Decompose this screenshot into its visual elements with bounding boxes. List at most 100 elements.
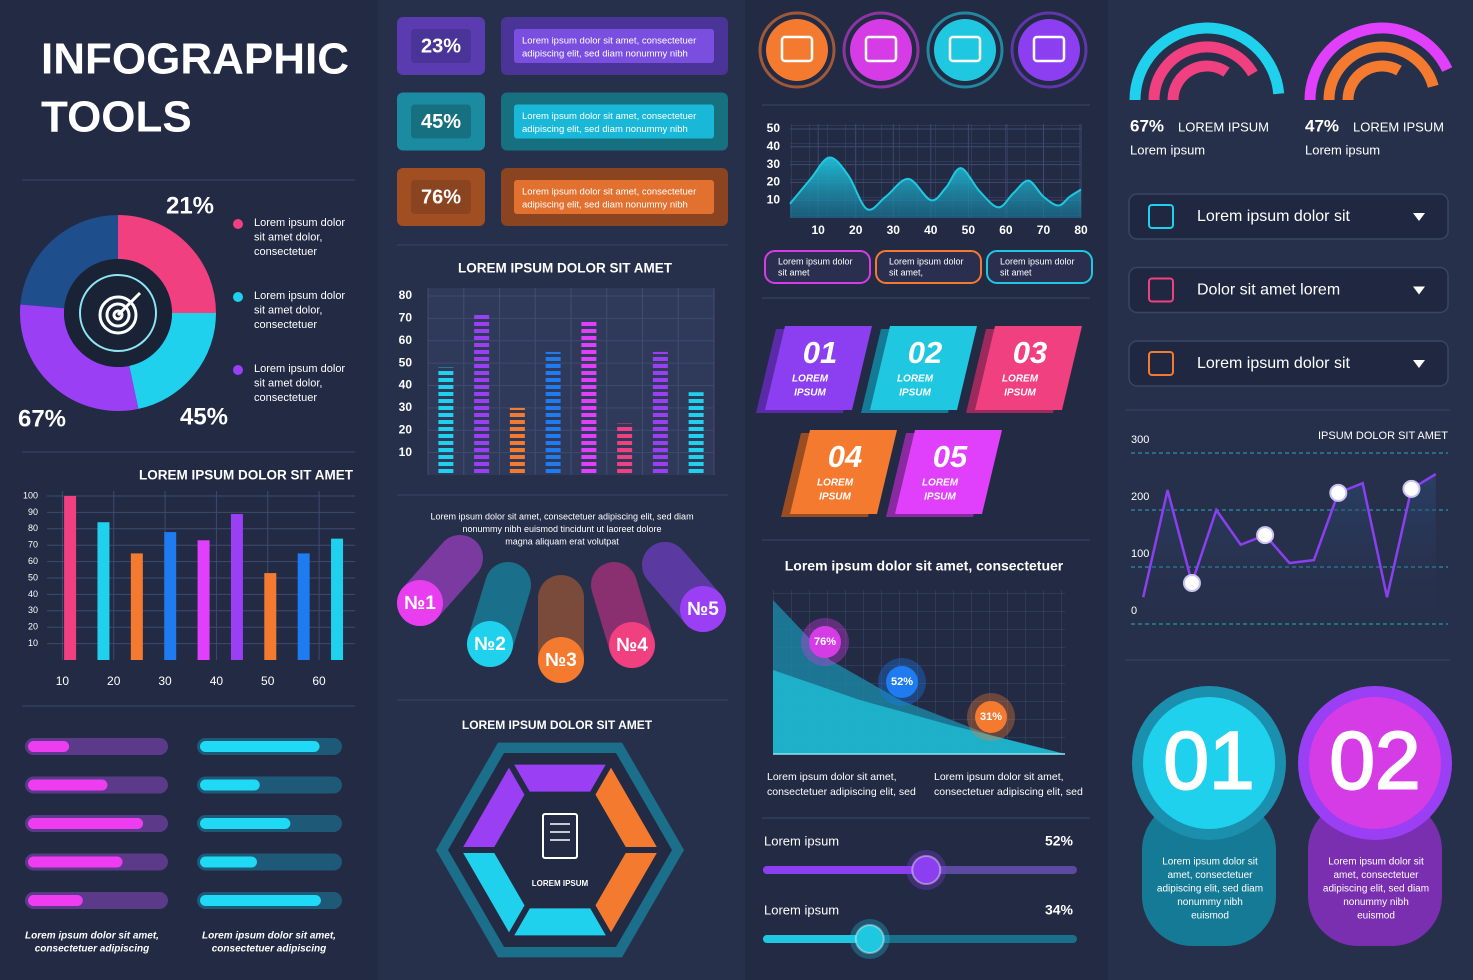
pill-head xyxy=(538,637,584,683)
tile-label: LOREM xyxy=(897,374,934,385)
stat-value: 76% xyxy=(421,186,461,208)
dropdown-icon xyxy=(1148,204,1174,229)
bubble-label: 76% xyxy=(814,636,836,648)
marker xyxy=(1182,573,1201,592)
tag xyxy=(875,250,982,284)
dropdown[interactable] xyxy=(1128,193,1449,240)
dropdown[interactable] xyxy=(1128,340,1449,387)
slider-label: Lorem ipsum xyxy=(764,833,839,848)
dropdown[interactable] xyxy=(1128,266,1449,314)
y-tick-label: 40 xyxy=(28,589,38,599)
progress-fill xyxy=(28,741,70,752)
section-title: LOREM IPSUM DOLOR SIT AMET xyxy=(462,718,653,732)
stat-value: 45% xyxy=(421,111,461,133)
y-tick-label: 50 xyxy=(399,355,413,369)
tag-text: sit amet xyxy=(1000,267,1032,277)
gauge-value: 47% xyxy=(1305,116,1339,135)
big-number-text: euismod xyxy=(1191,911,1229,922)
x-tick-label: 80 xyxy=(1074,223,1088,237)
dropdown-text: Lorem ipsum dolor sit xyxy=(1197,355,1351,372)
icon-ring xyxy=(758,11,836,89)
big-number-text: nonummy nibh xyxy=(1177,897,1243,908)
bar xyxy=(688,392,704,475)
caption: consectetuer adipiscing elit, sed xyxy=(934,786,1083,798)
donut-label: 21% xyxy=(166,192,214,219)
bar xyxy=(509,407,525,475)
dropdown-icon xyxy=(1148,277,1174,303)
gauge-sub: Lorem ipsum xyxy=(1130,142,1205,157)
slider-knob xyxy=(911,855,942,885)
y-tick-label: 30 xyxy=(28,605,38,615)
pill-head xyxy=(609,622,655,668)
gauge-arc xyxy=(1129,22,1285,101)
icon-circle xyxy=(766,19,828,81)
pill-head xyxy=(680,586,726,632)
stat-text-bg xyxy=(514,29,714,63)
gauge-sub: Lorem ipsum xyxy=(1305,142,1380,157)
bar xyxy=(130,553,143,660)
tile-label: IPSUM xyxy=(924,492,956,503)
x-tick-label: 60 xyxy=(999,223,1013,237)
pill-label: №2 xyxy=(474,634,506,655)
x-tick-label: 20 xyxy=(849,223,863,237)
tile xyxy=(870,326,977,410)
caption: consectetuer adipiscing xyxy=(212,944,326,955)
marker xyxy=(1402,479,1421,498)
icon-glyph xyxy=(1032,35,1066,63)
x-tick-label: 10 xyxy=(811,223,825,237)
y-tick-label: 20 xyxy=(767,175,781,189)
progress-fill xyxy=(28,779,108,791)
number-card xyxy=(1142,800,1276,946)
tile-number: 01 xyxy=(803,335,837,370)
tag-text: Lorem ipsum dolor xyxy=(1000,256,1075,266)
chart-title: LOREM IPSUM DOLOR SIT AMET xyxy=(139,468,354,483)
target-icon xyxy=(98,295,138,335)
progress-fill xyxy=(200,779,260,791)
bar xyxy=(197,540,210,660)
y-tick-label: 10 xyxy=(767,192,781,206)
y-tick-label: 60 xyxy=(399,333,413,347)
legend-text: consectetuer xyxy=(254,319,317,331)
tile-label: IPSUM xyxy=(794,388,826,399)
hexagon-label: LOREM IPSUM xyxy=(532,879,589,888)
icon-ring xyxy=(1010,11,1088,89)
tag xyxy=(764,250,871,284)
legend-text: sit amet dolor, xyxy=(254,304,322,316)
bubble-label: 31% xyxy=(980,711,1002,723)
bar xyxy=(230,514,243,660)
paragraph: nonummy nibh euismod tincidunt ut laoree… xyxy=(462,524,661,534)
progress-fill xyxy=(200,895,321,906)
icon-circle xyxy=(934,19,996,81)
stat-text: adipiscing elit, sed diam nonummy nibh xyxy=(522,200,688,211)
number-circle xyxy=(1143,697,1275,829)
number-card xyxy=(1308,800,1442,946)
caption: consectetuer adipiscing elit, sed xyxy=(767,786,916,798)
slider-value: 34% xyxy=(1045,902,1074,918)
title: TOOLS xyxy=(41,93,192,142)
gauge-arc xyxy=(1148,41,1258,101)
bar xyxy=(581,320,597,475)
stat-text-bg xyxy=(514,180,714,214)
bar xyxy=(164,532,177,660)
slider-value: 52% xyxy=(1045,833,1074,849)
tile xyxy=(790,430,897,514)
big-number-text: amet, consectetuer xyxy=(1333,870,1419,881)
x-tick-label: 70 xyxy=(1037,223,1051,237)
icon-glyph xyxy=(780,35,814,63)
y-tick-label: 0 xyxy=(1131,605,1137,617)
bar xyxy=(97,522,110,660)
gauge-arc xyxy=(1167,60,1230,101)
legend-text: consectetuer xyxy=(254,392,317,404)
tile-label: LOREM xyxy=(1002,374,1039,385)
donut-label: 67% xyxy=(18,405,66,432)
x-tick-label: 30 xyxy=(887,223,901,237)
legend-dot xyxy=(233,365,243,375)
paragraph: Lorem ipsum dolor sit amet, consectetuer… xyxy=(430,511,693,521)
y-tick-label: 60 xyxy=(28,556,38,566)
y-tick-label: 30 xyxy=(399,400,413,414)
big-number-text: euismod xyxy=(1357,911,1395,922)
gauge-arc xyxy=(1323,41,1439,101)
y-tick-label: 300 xyxy=(1131,434,1149,446)
big-number-text: nonummy nibh xyxy=(1343,897,1409,908)
bar xyxy=(331,538,344,660)
